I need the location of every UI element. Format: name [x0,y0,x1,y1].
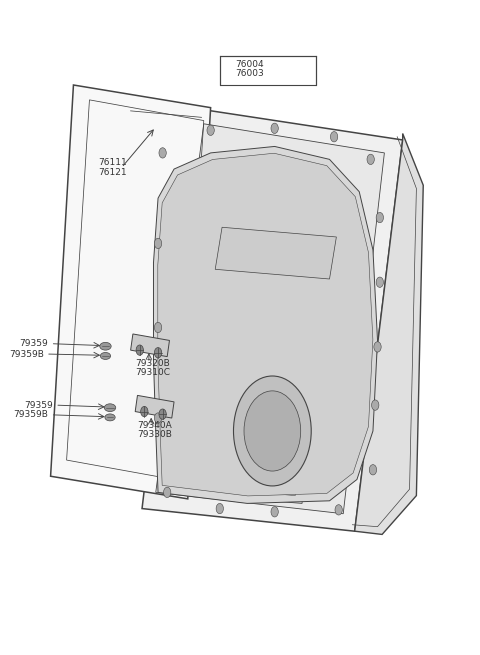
Bar [220,56,316,85]
Text: 79310C: 79310C [135,367,170,377]
Circle shape [335,505,342,515]
Text: 79359B: 79359B [13,410,48,419]
Text: 79320B: 79320B [135,358,170,367]
Polygon shape [215,227,336,279]
Circle shape [372,400,379,410]
Polygon shape [181,252,194,279]
Circle shape [159,409,166,419]
Circle shape [374,342,381,352]
Polygon shape [50,85,211,499]
Circle shape [216,504,223,514]
Circle shape [376,277,384,288]
Circle shape [159,148,166,158]
Polygon shape [355,134,423,534]
Text: 79340A: 79340A [137,421,172,430]
Polygon shape [156,124,384,514]
Circle shape [376,212,384,223]
Polygon shape [165,331,307,504]
Text: 79359: 79359 [20,339,48,348]
Circle shape [244,391,300,471]
Ellipse shape [104,403,116,411]
Circle shape [271,123,278,134]
Polygon shape [158,153,373,496]
Circle shape [207,125,214,136]
Text: 76003: 76003 [235,69,264,78]
Circle shape [141,406,148,417]
Circle shape [155,348,162,358]
Circle shape [271,506,278,517]
Text: 76121: 76121 [98,168,127,177]
Circle shape [155,238,162,249]
Text: 79359B: 79359B [9,350,44,358]
Circle shape [330,132,338,142]
Circle shape [155,413,162,423]
Ellipse shape [105,414,115,421]
Circle shape [367,154,374,164]
Text: 76111: 76111 [98,158,127,167]
Polygon shape [154,147,378,504]
Text: 79359: 79359 [24,401,53,409]
Text: 79330B: 79330B [137,430,172,440]
Circle shape [155,322,162,333]
Ellipse shape [100,352,110,360]
Circle shape [233,376,311,486]
Text: 76004: 76004 [235,60,264,69]
Ellipse shape [100,343,111,350]
Polygon shape [142,107,403,531]
Circle shape [164,487,171,498]
Circle shape [136,345,144,355]
Polygon shape [135,396,174,418]
Circle shape [369,464,377,475]
Polygon shape [131,334,169,356]
